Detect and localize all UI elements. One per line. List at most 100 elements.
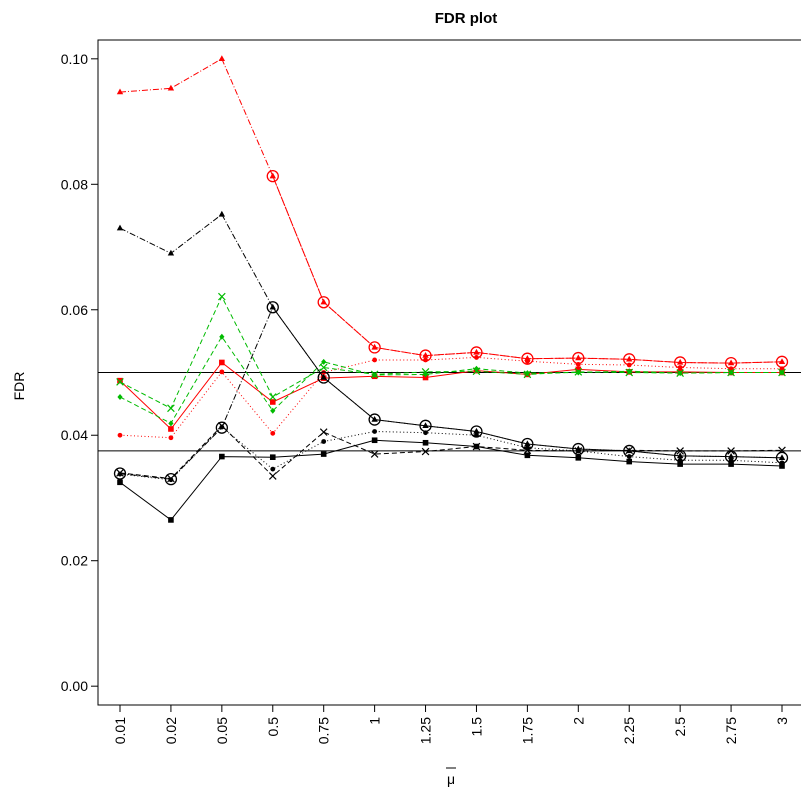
reference-lines xyxy=(98,372,801,452)
series-7-point-4 xyxy=(317,371,330,384)
series-1-point-4 xyxy=(317,296,330,309)
series-1-line xyxy=(272,175,783,364)
series-0-point-3 xyxy=(269,172,276,179)
series-0-point-10 xyxy=(626,355,633,362)
x-tick-label-13: 3 xyxy=(774,717,790,725)
series-10-point-1 xyxy=(167,474,175,483)
series-6-point-6 xyxy=(422,422,429,429)
series-6-point-2 xyxy=(218,210,226,217)
series-9-point-6 xyxy=(423,430,428,436)
series-5-point-2 xyxy=(219,333,225,340)
series-3-point-12 xyxy=(728,366,734,372)
series-9-point-2 xyxy=(219,424,225,430)
x-tick-label-2: 0.05 xyxy=(214,717,230,744)
series-6-point-13 xyxy=(778,454,786,461)
y-axis: 0.00 0.02 0.04 0.06 0.08 0.10 xyxy=(61,51,99,694)
series-4-line xyxy=(119,295,782,409)
series-10-point-9 xyxy=(574,447,583,455)
series-5-point-1 xyxy=(168,420,174,427)
series-9-point-12 xyxy=(728,457,734,463)
series-7-point-9 xyxy=(572,442,585,456)
series-8-point-6 xyxy=(422,439,429,446)
series-3-point-6 xyxy=(423,357,428,363)
series-0 xyxy=(116,55,786,366)
series-3-point-8 xyxy=(524,358,530,364)
y-tick-label-0: 0.00 xyxy=(61,678,88,694)
series-7-point-3 xyxy=(266,301,279,314)
series-10-line xyxy=(119,425,783,480)
series-0-point-7 xyxy=(473,348,480,355)
y-tick-label-4: 0.08 xyxy=(61,176,88,192)
series-3-point-7 xyxy=(474,355,479,360)
series-8-point-5 xyxy=(371,437,378,444)
series-8-point-8 xyxy=(524,452,531,459)
series-5-point-7 xyxy=(473,365,480,372)
series-3-point-9 xyxy=(575,361,581,367)
series-10-point-0 xyxy=(116,469,124,477)
series-0-point-6 xyxy=(422,351,429,358)
series-8 xyxy=(117,437,785,523)
series-6-point-12 xyxy=(727,452,735,459)
series-4-point-1 xyxy=(167,404,175,413)
y-tick-label-5: 0.10 xyxy=(61,51,88,67)
series-5-point-10 xyxy=(626,368,632,375)
series-3-point-1 xyxy=(168,435,174,441)
x-tick-label-8: 1.75 xyxy=(519,717,535,744)
series-9-point-7 xyxy=(474,432,479,438)
series-5-point-12 xyxy=(728,369,734,376)
series-5-point-5 xyxy=(372,372,378,379)
series-10-point-11 xyxy=(676,447,684,455)
series-10-point-8 xyxy=(523,446,532,455)
series-7-line xyxy=(119,306,783,480)
series-10-point-10 xyxy=(625,446,634,455)
series-8-line xyxy=(119,439,783,521)
series-5-point-11 xyxy=(677,370,683,377)
series-0-point-11 xyxy=(676,358,684,365)
series-2-point-9 xyxy=(575,366,582,373)
series-3-point-5 xyxy=(372,357,378,363)
series-4-point-2 xyxy=(218,292,226,301)
series-5-point-3 xyxy=(270,407,276,414)
series-9-point-10 xyxy=(626,454,632,459)
series-2-point-2 xyxy=(219,359,225,366)
series-0-line xyxy=(119,58,783,364)
series-10-point-6 xyxy=(421,447,430,456)
series-0-point-13 xyxy=(778,358,786,365)
x-tick-label-7: 1.5 xyxy=(468,717,484,737)
x-tick-label-6: 1.25 xyxy=(418,717,434,744)
series-8-point-4 xyxy=(320,451,327,457)
x-tick-label-11: 2.5 xyxy=(672,717,688,737)
series-3-point-3 xyxy=(270,430,276,436)
series-8-point-1 xyxy=(168,517,174,523)
y-tick-label-2: 0.04 xyxy=(61,427,88,443)
series-2-point-3 xyxy=(269,399,276,405)
series-4-point-4 xyxy=(319,363,328,372)
series-0-point-0 xyxy=(116,88,124,95)
series-7-point-2 xyxy=(215,421,228,434)
y-axis-label: FDR xyxy=(11,372,27,401)
series-9-point-4 xyxy=(321,439,327,444)
series-5-point-9 xyxy=(575,369,581,376)
series-6-point-5 xyxy=(371,415,378,422)
series-6-point-0 xyxy=(116,224,124,231)
series-8-point-0 xyxy=(117,479,123,486)
series-0-point-1 xyxy=(167,84,175,91)
series-10-point-2 xyxy=(218,422,226,430)
x-tick-label-10: 2.25 xyxy=(621,717,637,744)
series-5-point-0 xyxy=(117,393,123,400)
series-7-point-5 xyxy=(368,413,381,426)
series-10-point-7 xyxy=(472,442,481,451)
series-2-line xyxy=(119,361,782,430)
series-1-point-3 xyxy=(266,169,279,183)
series-5-point-6 xyxy=(422,371,429,378)
series-2-point-6 xyxy=(422,374,429,381)
series-8-point-3 xyxy=(269,454,276,460)
series-1-point-8 xyxy=(521,352,534,365)
series-10-point-12 xyxy=(727,447,735,455)
series-2-point-1 xyxy=(168,426,174,432)
x-axis-label: μ xyxy=(447,771,455,787)
series-6-point-1 xyxy=(167,249,175,256)
series-5-point-4 xyxy=(321,358,327,365)
chart-title: FDR plot xyxy=(435,10,497,27)
series-7-point-0 xyxy=(113,467,127,480)
